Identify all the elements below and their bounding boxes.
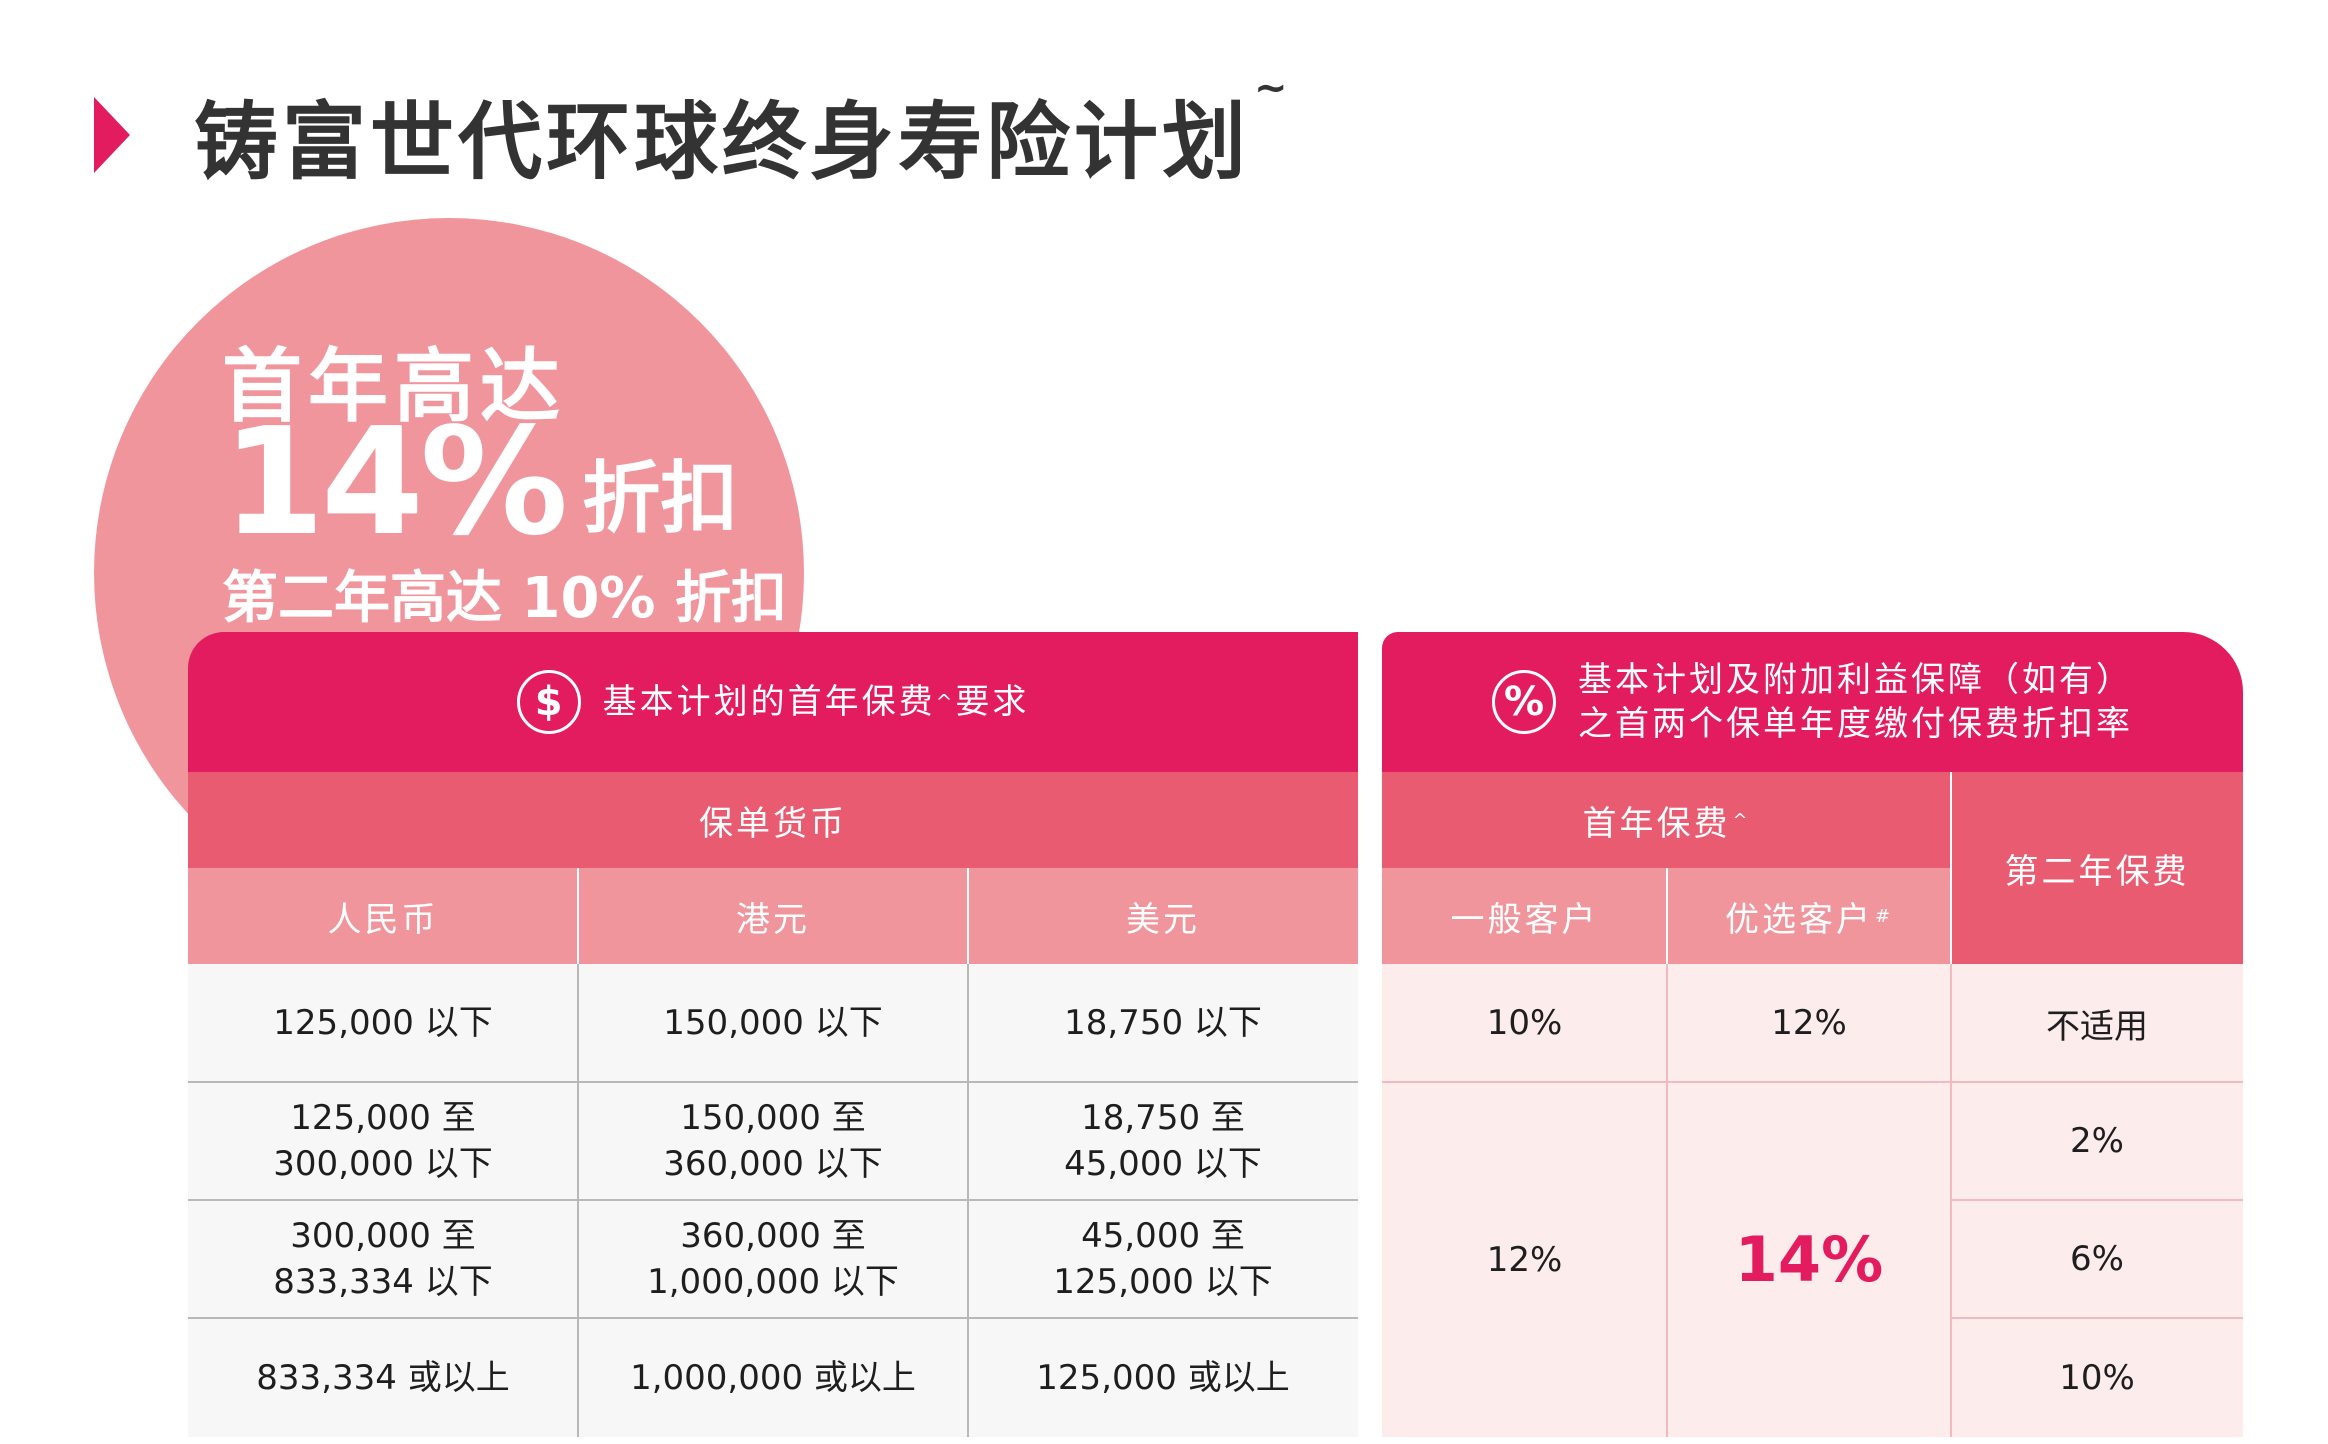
divider xyxy=(1666,868,1668,964)
premium-requirement-suffix: 要求 xyxy=(955,682,1030,722)
divider xyxy=(1951,1199,2243,1201)
preferred-client-mark: # xyxy=(1874,905,1894,927)
general-rate-cell: 10% xyxy=(1382,964,1667,1082)
first-year-premium-label: 首年保费 xyxy=(1582,803,1731,844)
table-cell: 150,000 至 360,000 以下 xyxy=(578,1082,968,1200)
preferred-client-header: 优选客户 # xyxy=(1667,868,1951,964)
divider xyxy=(188,1199,1358,1201)
premium-requirement-header: $ 基本计划的首年保费^要求 xyxy=(188,632,1358,772)
preferred-rate-cell: 12% xyxy=(1667,964,1951,1082)
first-year-premium-header: 首年保费 ^ xyxy=(1382,772,1951,868)
table-cell: 125,000 至 300,000 以下 xyxy=(188,1082,578,1200)
table-cell: 300,000 至 833,334 以下 xyxy=(188,1200,578,1318)
general-client-header: 一般客户 xyxy=(1382,868,1667,964)
table-cell: 833,334 或以上 xyxy=(188,1318,578,1437)
table-cell: 45,000 至 125,000 以下 xyxy=(968,1200,1358,1318)
page-title: 铸富世代环球终身寿险计划~ xyxy=(94,65,1292,200)
preferred-rate-highlight: 14% xyxy=(1667,1082,1951,1437)
premium-requirement-table: $ 基本计划的首年保费^要求 保单货币 人民币 港元 美元 125,000 以下… xyxy=(188,632,1358,1437)
divider xyxy=(1382,1081,2243,1083)
table-cell: 125,000 或以上 xyxy=(968,1318,1358,1437)
table-cell: 150,000 以下 xyxy=(578,964,968,1082)
discount-rate-header: % 基本计划及附加利益保障（如有） 之首两个保单年度缴付保费折扣率 xyxy=(1382,632,2243,772)
premium-requirement-mark: ^ xyxy=(935,690,956,714)
second-year-rate-cell: 6% xyxy=(1951,1200,2243,1318)
currency-header: 保单货币 xyxy=(188,772,1358,868)
dollar-icon: $ xyxy=(516,670,581,734)
second-year-rate-cell: 2% xyxy=(1951,1082,2243,1200)
premium-requirement-title: 基本计划的首年保费 xyxy=(602,682,936,722)
second-year-rate-cell: 不适用 xyxy=(1951,964,2243,1082)
divider xyxy=(1666,964,1668,1437)
discount-rate-title-line-1: 基本计划及附加利益保障（如有） xyxy=(1578,660,2133,700)
first-year-premium-mark: ^ xyxy=(1732,809,1751,831)
divider xyxy=(188,1081,1358,1083)
promo-line-2: 14% 折扣 xyxy=(222,408,738,556)
table-cell: 360,000 至 1,000,000 以下 xyxy=(578,1200,968,1318)
divider xyxy=(188,1317,1358,1319)
general-rate-cell: 12% xyxy=(1382,1082,1667,1437)
title-text: 铸富世代环球终身寿险计划 xyxy=(194,92,1251,191)
promo-discount-big: 14% xyxy=(222,396,568,568)
divider xyxy=(1951,1317,2243,1319)
percent-icon: % xyxy=(1492,670,1556,734)
table-cell: 18,750 以下 xyxy=(968,964,1358,1082)
title-mark: ~ xyxy=(1254,64,1292,111)
discount-rate-title-line-2: 之首两个保单年度缴付保费折扣率 xyxy=(1578,704,2133,744)
preferred-client-label: 优选客户 xyxy=(1724,899,1873,940)
promo-discount-label: 折扣 xyxy=(582,454,739,544)
table-cell: 1,000,000 或以上 xyxy=(578,1318,968,1437)
column-header-rmb: 人民币 xyxy=(188,868,578,964)
second-year-premium-header: 第二年保费 xyxy=(1951,772,2243,964)
column-header-usd: 美元 xyxy=(968,868,1358,964)
second-year-rate-cell: 10% xyxy=(1951,1318,2243,1437)
promo-line-1: 首年高达 xyxy=(222,340,566,433)
divider xyxy=(1950,772,1952,964)
table-cell: 18,750 至 45,000 以下 xyxy=(968,1082,1358,1200)
promo-line-3: 第二年高达 10% 折扣 xyxy=(222,566,788,631)
triangle-arrow-icon xyxy=(94,97,130,173)
column-header-hkd: 港元 xyxy=(578,868,968,964)
table-cell: 125,000 以下 xyxy=(188,964,578,1082)
discount-rate-table: % 基本计划及附加利益保障（如有） 之首两个保单年度缴付保费折扣率 首年保费 ^ … xyxy=(1382,632,2243,1437)
